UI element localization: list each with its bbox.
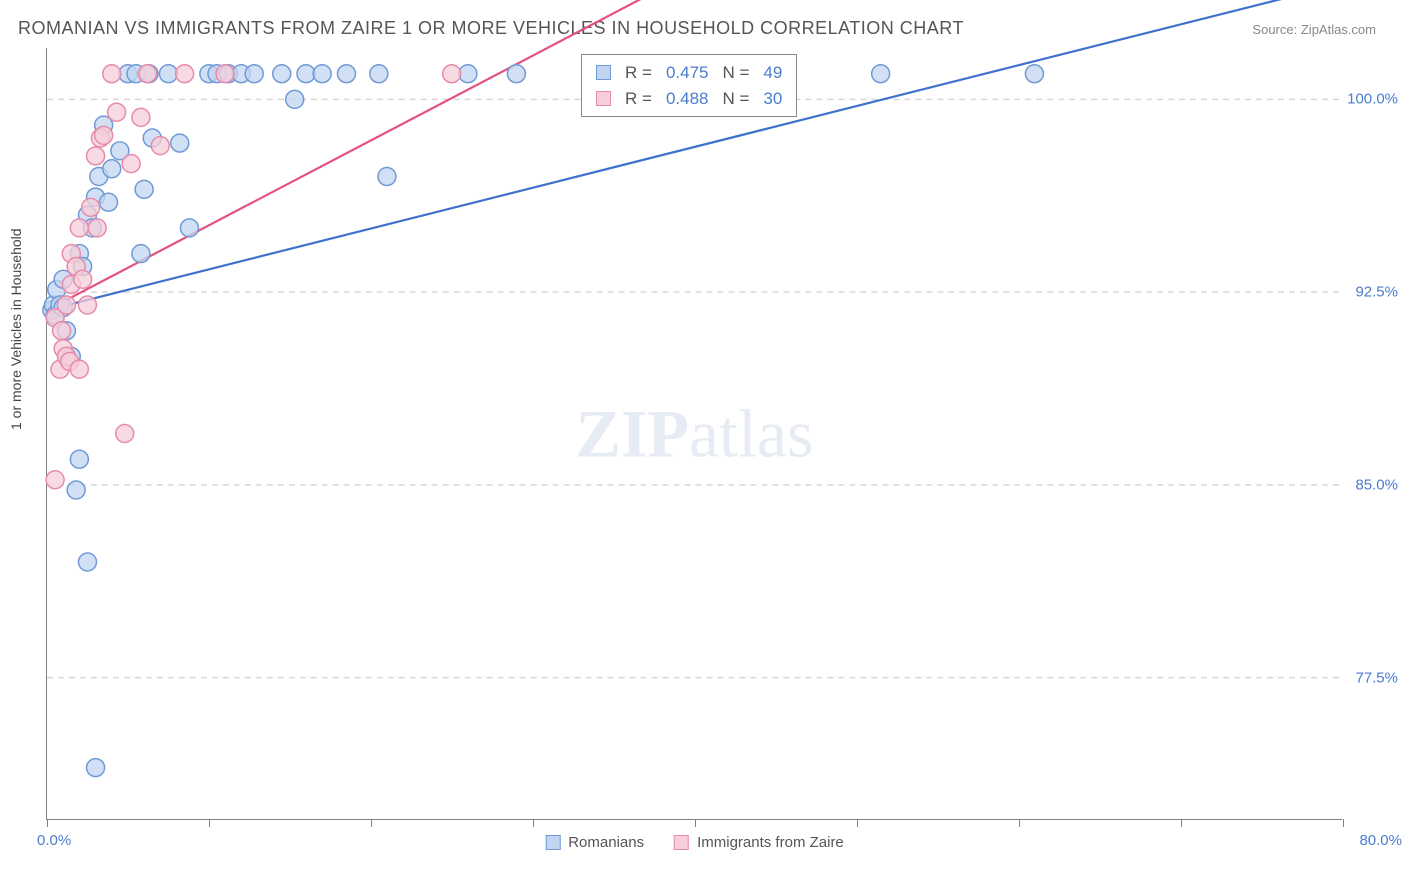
data-point	[378, 168, 396, 186]
data-point	[370, 65, 388, 83]
data-point	[872, 65, 890, 83]
data-point	[78, 296, 96, 314]
swatch-romanians	[596, 65, 611, 80]
data-point	[74, 270, 92, 288]
x-tick	[857, 819, 858, 827]
legend-label-zaire: Immigrants from Zaire	[697, 834, 844, 851]
stats-n-label: N =	[722, 60, 749, 86]
legend-item-zaire: Immigrants from Zaire	[674, 834, 844, 851]
data-point	[507, 65, 525, 83]
data-point	[70, 219, 88, 237]
data-point	[100, 193, 118, 211]
x-tick	[695, 819, 696, 827]
data-point	[122, 155, 140, 173]
data-point	[176, 65, 194, 83]
x-tick	[371, 819, 372, 827]
data-point	[67, 481, 85, 499]
x-tick	[1343, 819, 1344, 827]
x-axis-min-label: 0.0%	[37, 832, 71, 849]
data-point	[286, 90, 304, 108]
data-point	[171, 134, 189, 152]
legend-swatch-romanians	[545, 835, 560, 850]
x-tick	[533, 819, 534, 827]
data-point	[78, 553, 96, 571]
x-tick	[1019, 819, 1020, 827]
plot-area: ZIPatlas 77.5%85.0%92.5%100.0% 0.0% 80.0…	[46, 48, 1342, 820]
legend: Romanians Immigrants from Zaire	[545, 834, 844, 851]
data-point	[135, 180, 153, 198]
data-point	[245, 65, 263, 83]
stats-row-romanians: R = 0.475 N = 49	[596, 60, 782, 86]
x-tick	[47, 819, 48, 827]
y-tick-label: 100.0%	[1347, 91, 1398, 108]
data-point	[138, 65, 156, 83]
data-point	[70, 450, 88, 468]
y-tick-label: 92.5%	[1355, 284, 1398, 301]
x-tick	[209, 819, 210, 827]
trend-line	[47, 0, 1342, 310]
chart-title: ROMANIAN VS IMMIGRANTS FROM ZAIRE 1 OR M…	[18, 18, 964, 39]
stats-r-value-zaire: 0.488	[666, 86, 709, 112]
y-tick-label: 85.0%	[1355, 477, 1398, 494]
data-point	[87, 147, 105, 165]
trend-line	[47, 0, 695, 310]
data-point	[216, 65, 234, 83]
y-tick-label: 77.5%	[1355, 670, 1398, 687]
data-point	[159, 65, 177, 83]
data-point	[103, 160, 121, 178]
data-point	[1025, 65, 1043, 83]
stats-r-label: R =	[625, 60, 652, 86]
data-point	[132, 108, 150, 126]
data-point	[151, 137, 169, 155]
source-attribution: Source: ZipAtlas.com	[1252, 22, 1376, 37]
stats-r-value-romanians: 0.475	[666, 60, 709, 86]
data-point	[337, 65, 355, 83]
y-axis-label: 1 or more Vehicles in Household	[8, 228, 24, 430]
stats-n-value-romanians: 49	[763, 60, 782, 86]
scatter-svg	[47, 48, 1342, 819]
legend-item-romanians: Romanians	[545, 834, 644, 851]
data-point	[88, 219, 106, 237]
data-point	[116, 425, 134, 443]
swatch-zaire	[596, 91, 611, 106]
data-point	[297, 65, 315, 83]
source-value: ZipAtlas.com	[1301, 22, 1376, 37]
data-point	[459, 65, 477, 83]
data-point	[70, 360, 88, 378]
stats-n-label: N =	[722, 86, 749, 112]
data-point	[87, 759, 105, 777]
data-point	[132, 245, 150, 263]
data-point	[443, 65, 461, 83]
data-point	[57, 296, 75, 314]
source-label: Source:	[1252, 22, 1297, 37]
stats-r-label: R =	[625, 86, 652, 112]
data-point	[108, 103, 126, 121]
stats-row-zaire: R = 0.488 N = 30	[596, 86, 782, 112]
stats-n-value-zaire: 30	[763, 86, 782, 112]
data-point	[180, 219, 198, 237]
data-point	[82, 198, 100, 216]
data-point	[313, 65, 331, 83]
data-point	[53, 322, 71, 340]
data-point	[103, 65, 121, 83]
legend-swatch-zaire	[674, 835, 689, 850]
x-tick	[1181, 819, 1182, 827]
data-point	[273, 65, 291, 83]
legend-label-romanians: Romanians	[568, 834, 644, 851]
data-point	[46, 471, 64, 489]
data-point	[95, 126, 113, 144]
correlation-stats-box: R = 0.475 N = 49 R = 0.488 N = 30	[581, 54, 797, 117]
x-axis-max-label: 80.0%	[1359, 832, 1402, 849]
